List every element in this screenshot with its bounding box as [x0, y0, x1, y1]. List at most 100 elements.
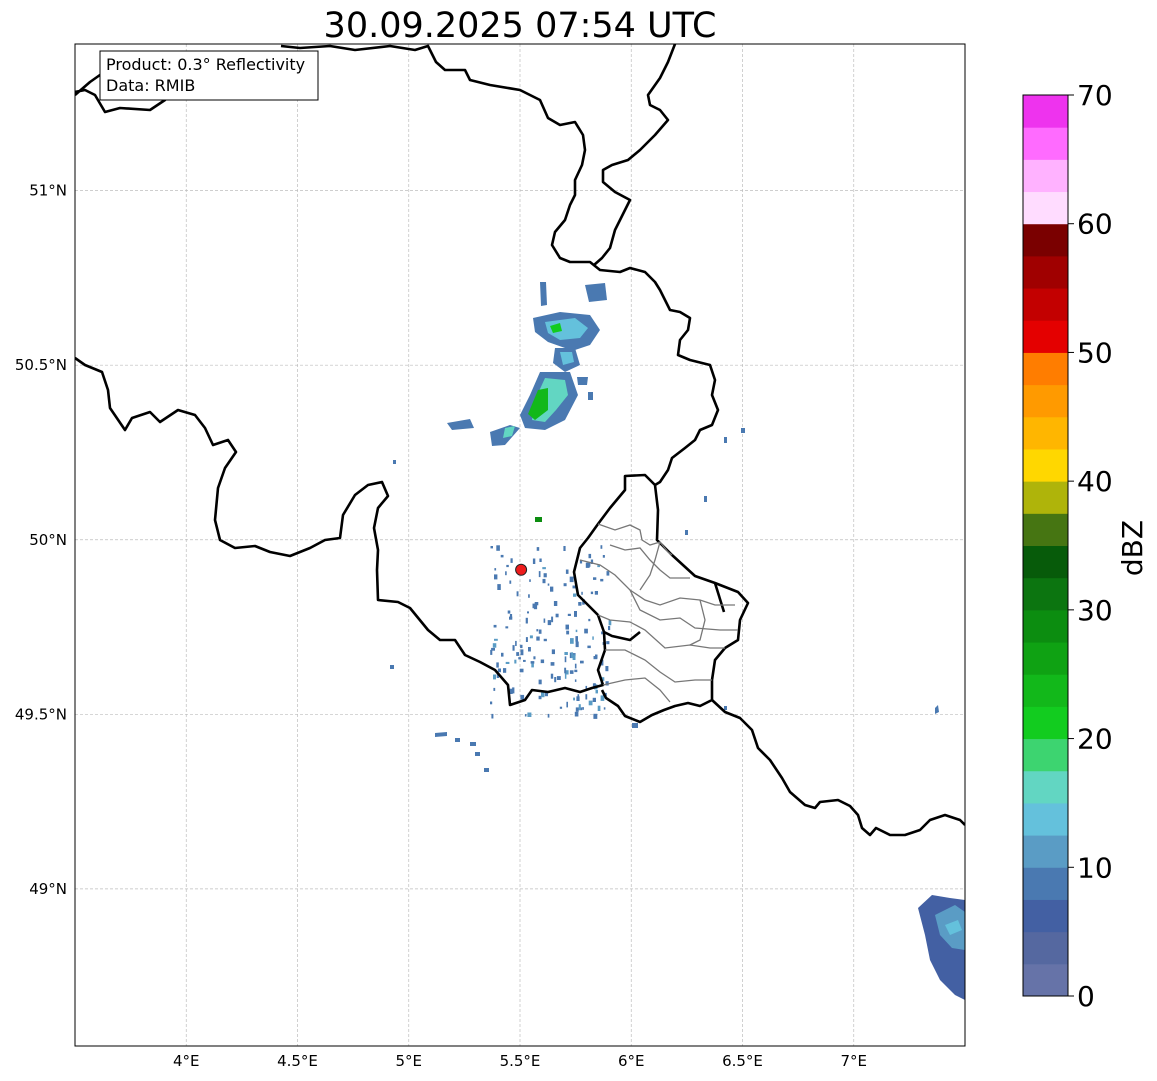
data-source-label: Data: RMIB: [106, 76, 195, 95]
clutter-speck: [490, 649, 493, 655]
clutter-speck: [531, 663, 534, 668]
clutter-speck: [523, 659, 526, 662]
country-borders: [75, 44, 965, 837]
clutter-speck: [542, 578, 546, 584]
clutter-speck: [550, 673, 554, 679]
clutter-speck: [574, 611, 577, 617]
lon-tick-label: 5.5°E: [500, 1052, 541, 1070]
clutter-speck: [533, 656, 536, 660]
clutter-speck: [536, 547, 540, 551]
clutter-speck: [572, 654, 576, 660]
clutter-speck: [605, 666, 609, 672]
clutter-speck: [582, 707, 584, 710]
gridlines: [75, 44, 965, 1046]
clutter-speck: [554, 677, 557, 683]
clutter-speck: [565, 624, 569, 630]
clutter-speck: [587, 645, 591, 649]
clutter-speck: [600, 578, 604, 582]
clutter-speck: [505, 626, 509, 629]
clutter-speck: [491, 713, 494, 719]
clutter-speck: [509, 688, 513, 694]
clutter-speck: [565, 569, 569, 574]
clutter-speck: [605, 681, 609, 686]
clutter-speck: [542, 567, 546, 570]
lon-tick-label: 5°E: [395, 1052, 422, 1070]
clutter-speck: [584, 628, 588, 634]
clutter-speck: [586, 562, 591, 567]
clutter-speck: [497, 584, 501, 590]
clutter-speck: [494, 638, 498, 641]
clutter-speck: [585, 694, 588, 700]
lon-tick-label: 4.5°E: [277, 1052, 318, 1070]
clutter-speck: [492, 643, 497, 648]
lon-tick-label: 4°E: [173, 1052, 200, 1070]
clutter-speck: [501, 652, 504, 657]
clutter-speck: [512, 645, 515, 651]
clutter-speck: [593, 683, 596, 688]
lat-tick-label: 50°N: [29, 531, 67, 549]
clutter-speck: [575, 636, 578, 642]
clutter-speck: [506, 564, 509, 568]
clutter-speck: [496, 673, 500, 678]
clutter-speck: [606, 571, 610, 576]
clutter-speck: [581, 591, 583, 595]
clutter-speck: [590, 559, 594, 564]
map-title: 30.09.2025 07:54 UTC: [323, 6, 717, 46]
clutter-speck: [538, 695, 542, 700]
lon-tick-label: 7°E: [840, 1052, 867, 1070]
clutter-speck: [566, 630, 570, 635]
clutter-speck: [597, 565, 600, 568]
clutter-speck: [491, 647, 495, 651]
lat-tick-label: 50.5°N: [15, 356, 67, 374]
clutter-speck: [528, 594, 530, 598]
clutter-speck: [532, 603, 535, 609]
clutter-speck: [490, 701, 493, 705]
clutter-speck: [529, 579, 531, 582]
clutter-speck: [555, 613, 559, 618]
clutter-speck: [606, 641, 610, 645]
clutter-speck: [551, 616, 554, 623]
clutter-speck: [556, 676, 561, 680]
clutter-speck: [500, 554, 504, 558]
clutter-speck: [547, 713, 550, 718]
clutter-speck: [551, 649, 555, 655]
clutter-speck: [578, 602, 582, 606]
clutter-speck: [577, 694, 580, 698]
clutter-speck: [538, 629, 542, 634]
latitude-ticks: 51°N 50.5°N 50°N 49.5°N 49°N: [15, 182, 67, 898]
clutter-speck: [547, 620, 552, 626]
clutter-speck: [496, 545, 500, 551]
clutter-speck: [496, 662, 499, 668]
clutter-speck: [600, 677, 605, 681]
clutter-speck: [510, 558, 513, 563]
lon-tick-label: 6.5°E: [722, 1052, 763, 1070]
clutter-speck: [528, 647, 531, 652]
product-label: Product: 0.3° Reflectivity: [106, 55, 305, 74]
clutter-speck: [493, 624, 497, 628]
clutter-speck: [593, 577, 597, 580]
clutter-speck: [564, 656, 567, 663]
clutter-speck: [520, 649, 524, 656]
longitude-ticks: 4°E 4.5°E 5°E 5.5°E 6°E 6.5°E 7°E: [173, 1052, 867, 1070]
clutter-speck: [543, 638, 547, 642]
clutter-speck: [525, 617, 528, 624]
clutter-speck: [540, 659, 545, 664]
clutter-speck: [602, 555, 605, 558]
clutter-speck: [573, 697, 575, 701]
clutter-speck: [536, 636, 540, 641]
clutter-speck: [608, 626, 611, 631]
clutter-speck: [538, 571, 541, 578]
clutter-speck: [550, 662, 555, 666]
clutter-speck: [536, 629, 539, 632]
clutter-speck: [490, 546, 493, 549]
clutter-speck: [553, 601, 558, 606]
clutter-speck: [527, 611, 529, 614]
radar-site-marker: [515, 563, 528, 576]
clutter-speck: [574, 711, 579, 717]
clutter-speck: [563, 546, 566, 551]
clutter-speck: [559, 706, 563, 709]
clutter-speck: [509, 580, 512, 584]
clutter-speck: [514, 659, 517, 664]
clutter-speck: [505, 661, 510, 664]
